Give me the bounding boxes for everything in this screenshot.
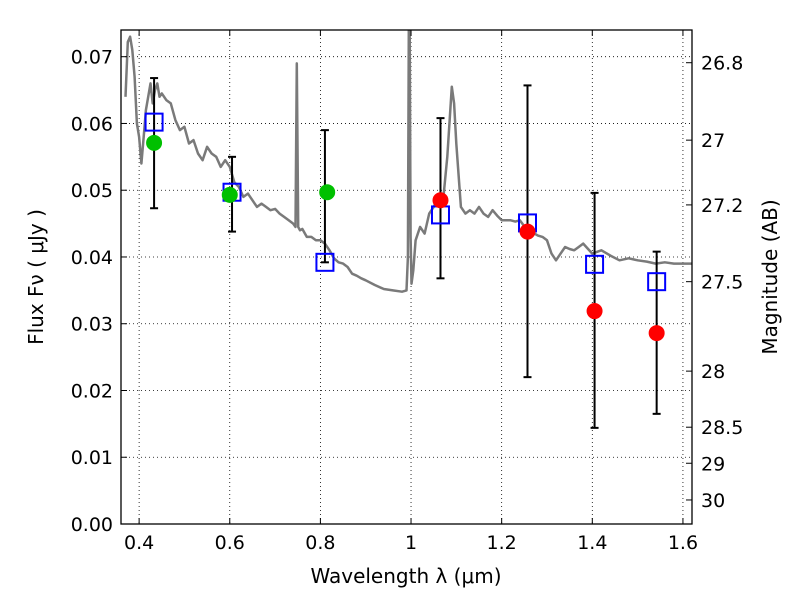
y-axis-ticks: 0.00 0.01 0.02 0.03 0.04 0.05 0.06 0.07 <box>71 47 127 536</box>
x-tick-label: 1.4 <box>577 532 607 554</box>
x-tick-label: 0.6 <box>215 532 245 554</box>
y-tick-label: 0.06 <box>71 113 113 135</box>
red-flux-point <box>432 192 449 209</box>
y-tick-label: 0.05 <box>71 180 113 202</box>
x-tick-label: 0.4 <box>124 532 154 554</box>
green-flux-point <box>319 184 336 201</box>
y-tick-label: 0.07 <box>71 47 113 69</box>
y-tick-label: 0.02 <box>71 380 113 402</box>
model-flux-square <box>144 112 164 132</box>
magnitude-tick-label: 29 <box>701 453 725 475</box>
model-flux-square <box>315 252 335 272</box>
plot-frame <box>120 29 693 525</box>
magnitude-tick-label: 26.8 <box>701 53 743 75</box>
y-tick-label: 0.04 <box>71 247 113 269</box>
red-flux-point <box>586 303 603 320</box>
magnitude-axis-ticks: 26.8 27 27.2 27.5 28 28.5 29 30 <box>686 53 743 512</box>
model-flux-square <box>647 272 667 292</box>
y-tick-label: 0.00 <box>71 514 113 536</box>
y-tick-label: 0.03 <box>71 314 113 336</box>
x-tick-label: 1 <box>405 532 417 554</box>
x-axis-ticks: 0.4 0.6 0.8 1 1.2 1.4 1.6 <box>124 30 698 554</box>
model-flux-square <box>585 254 605 274</box>
x-axis-label: Wavelength λ (μm) <box>310 564 501 588</box>
magnitude-axis-label: Magnitude (AB) <box>758 199 782 354</box>
red-flux-point <box>648 325 665 342</box>
plot-content <box>124 30 692 429</box>
y-axis-label: Flux Fν ( μJy ) <box>24 209 48 345</box>
model-spectrum-line <box>124 30 692 293</box>
green-flux-point <box>221 186 238 203</box>
red-flux-point <box>519 223 536 240</box>
magnitude-tick-label: 28 <box>701 361 725 383</box>
x-tick-label: 1.2 <box>487 532 517 554</box>
green-flux-point <box>146 134 163 151</box>
x-tick-label: 1.6 <box>668 532 698 554</box>
y-tick-label: 0.01 <box>71 447 113 469</box>
magnitude-tick-label: 30 <box>701 490 725 512</box>
magnitude-tick-label: 27.2 <box>701 195 743 217</box>
magnitude-tick-label: 27.5 <box>701 272 743 294</box>
x-tick-label: 0.8 <box>305 532 335 554</box>
magnitude-tick-label: 27 <box>701 130 725 152</box>
magnitude-tick-label: 28.5 <box>701 417 743 439</box>
